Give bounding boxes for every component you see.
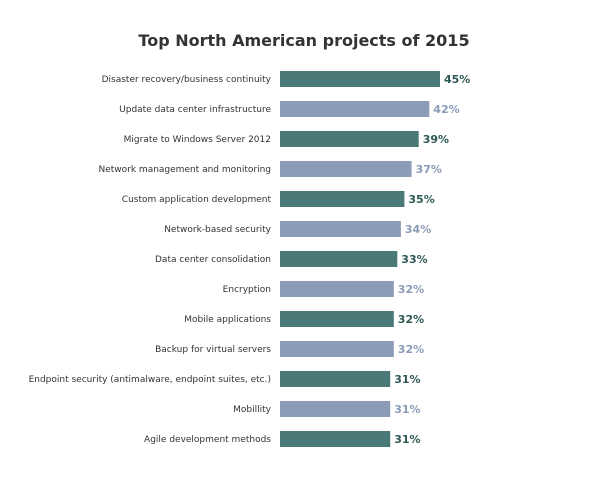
bar [280,341,394,357]
bar [280,311,394,327]
category-label: Disaster recovery/business continuity [102,75,272,85]
bar-row: Data center consolidation 33% [155,251,428,267]
bar [280,101,430,117]
category-label: Encryption [223,285,271,295]
bars-group: Disaster recovery/business continuity 45%… [29,71,470,447]
bar-row: Agile development methods 31% [144,431,421,447]
bar [280,401,391,417]
bar-row: Custom application development 35% [122,191,435,207]
value-label: 35% [408,193,434,206]
bar-row: Encryption 32% [223,281,424,297]
bar-row: Migrate to Windows Server 2012 39% [124,131,449,147]
category-label: Update data center infrastructure [119,105,271,115]
value-label: 32% [398,313,424,326]
bar [280,191,405,207]
bar [280,251,398,267]
bar-row: Mobile applications 32% [184,311,424,327]
category-label: Network-based security [164,225,271,235]
category-label: Mobillity [233,405,272,415]
category-label: Mobile applications [184,315,271,325]
value-label: 31% [394,373,420,386]
value-label: 42% [433,103,459,116]
value-label: 32% [398,283,424,296]
category-label: Custom application development [122,195,272,205]
bar-row: Mobillity 31% [233,401,421,417]
value-label: 32% [398,343,424,356]
bar-row: Network-based security 34% [164,221,431,237]
category-label: Agile development methods [144,435,271,445]
bar [280,161,412,177]
category-label: Endpoint security (antimalware, endpoint… [29,375,271,385]
bar-row: Update data center infrastructure 42% [119,101,460,117]
bar [280,221,401,237]
value-label: 37% [416,163,442,176]
bar-row: Disaster recovery/business continuity 45% [102,71,470,87]
value-label: 31% [394,433,420,446]
value-label: 33% [401,253,427,266]
value-label: 34% [405,223,431,236]
value-label: 31% [394,403,420,416]
category-label: Backup for virtual servers [155,345,271,355]
bar-row: Endpoint security (antimalware, endpoint… [29,371,421,387]
bar [280,281,394,297]
bar-row: Backup for virtual servers 32% [155,341,424,357]
bar-row: Network management and monitoring 37% [98,161,442,177]
bar [280,71,440,87]
chart-title: Top North American projects of 2015 [138,31,469,50]
category-label: Network management and monitoring [98,165,271,175]
value-label: 45% [444,73,470,86]
category-label: Migrate to Windows Server 2012 [124,135,271,145]
category-label: Data center consolidation [155,255,271,265]
value-label: 39% [423,133,449,146]
bar [280,431,391,447]
bar [280,371,391,387]
bar [280,131,419,147]
